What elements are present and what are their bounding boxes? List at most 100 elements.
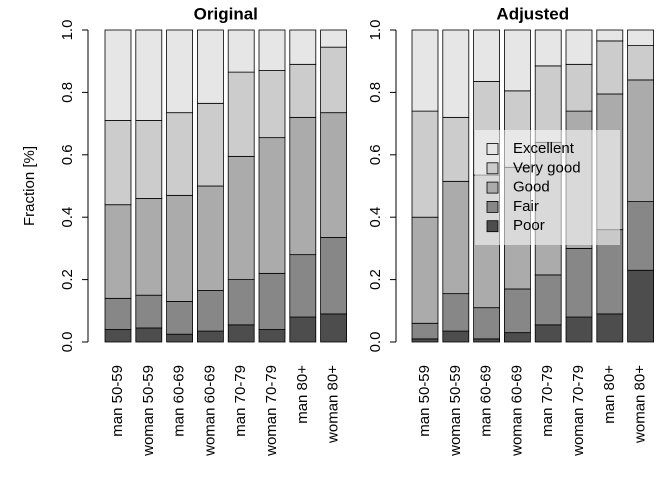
chart-title: Original [194,4,258,23]
legend: Excellent Very good Good Fair Poor [475,130,620,245]
bar-segment [411,322,439,340]
bar-segment [442,293,470,332]
bar-segment [442,330,470,343]
bar-segment [596,313,624,343]
bar-segment [135,327,163,343]
legend-label: Very good [513,159,581,176]
x-tick-label: man 70-79 [232,365,249,437]
bar-segment [503,332,531,343]
y-tick-label: 0.0 [367,332,384,353]
bar-segment [534,65,562,143]
legend-label: Fair [513,198,539,215]
bar-segment [320,112,348,238]
legend-label: Poor [513,217,545,234]
y-tick-label: 0.4 [367,207,384,228]
bar-segment [320,29,348,48]
bar-segment [596,29,624,42]
bar-segment [534,274,562,326]
bar-segment [258,70,286,139]
x-tick-label: man 50-59 [109,365,126,437]
x-tick-label: woman 50-59 [140,365,157,457]
bar-segment [627,79,654,202]
x-tick-label: woman 50-59 [447,365,464,457]
bar-segment [227,279,255,326]
bar-segment [135,294,163,329]
bar-segment [227,29,255,73]
y-tick-label: 0.8 [367,82,384,103]
bar-segment [442,29,470,118]
bar-segment [565,247,593,318]
legend-label: Excellent [513,140,575,157]
bar-segment [166,301,194,335]
y-tick-label: 0.2 [367,269,384,290]
x-tick-label: woman 60-69 [201,365,218,457]
bar-segment [258,329,286,343]
bar-segment [473,338,501,343]
x-tick-label: woman 80+ [632,365,649,444]
bar-segment [411,110,439,218]
bar-segment [227,324,255,343]
bar-segment [596,40,624,95]
bar-segment [289,63,317,118]
legend-swatch [486,220,499,233]
bar-segment [227,71,255,157]
bar-segment [166,194,194,302]
bar-segment [411,216,439,324]
bar-segment [411,338,439,343]
bar-segment [166,29,194,114]
bar-segment [627,29,654,46]
bar-segment [442,180,470,295]
bar-segment [289,29,317,65]
bar-segment [135,198,163,296]
y-tick-label: 0.2 [59,269,76,290]
legend-swatch [486,143,499,155]
x-tick-label: woman 70-79 [263,365,280,457]
bar-segment [196,330,224,343]
bar-segment [104,120,132,206]
y-tick-label: 0.6 [59,144,76,165]
bar-segment [258,29,286,71]
bar-segment [320,313,348,343]
bar-segment [534,324,562,343]
legend-box [475,130,620,245]
bar-segment [196,29,224,104]
bar-segment [503,29,531,92]
bar-segment [503,288,531,334]
y-tick-label: 0.4 [59,207,76,228]
bar-segment [227,155,255,280]
bar-segment [166,333,194,343]
bar-segment [104,329,132,343]
bar-segment [135,29,163,121]
y-tick-label: 1.0 [59,20,76,41]
legend-swatch [486,200,499,213]
y-tick-label: 1.0 [367,20,384,41]
bar-segment [565,29,593,65]
bar-segment [627,201,654,271]
bar-segment [196,290,224,332]
x-tick-label: man 60-69 [171,365,188,437]
bar-segment [289,116,317,256]
bar-segment [258,137,286,274]
bar-segment [320,237,348,315]
bar-segment [196,185,224,291]
legend-swatch [486,181,499,194]
x-tick-label: woman 60-69 [508,365,525,457]
bar-segment [104,297,132,330]
x-tick-label: man 80+ [294,365,311,424]
legend-label: Good [513,179,550,196]
bar-segment [565,316,593,343]
bar-segment [627,45,654,81]
bar-segment [473,29,501,82]
bar-segment [442,116,470,182]
bar-segment [104,29,132,121]
bar-segment [196,102,224,187]
bar-segment [104,204,132,299]
bar-segment [473,307,501,340]
bar-segment [258,272,286,330]
x-tick-label: man 70-79 [539,365,556,437]
x-tick-label: woman 80+ [325,365,342,444]
y-tick-label: 0.6 [367,144,384,165]
bar-segment [411,29,439,112]
x-tick-label: woman 70-79 [570,365,587,457]
bar-segment [627,269,654,343]
